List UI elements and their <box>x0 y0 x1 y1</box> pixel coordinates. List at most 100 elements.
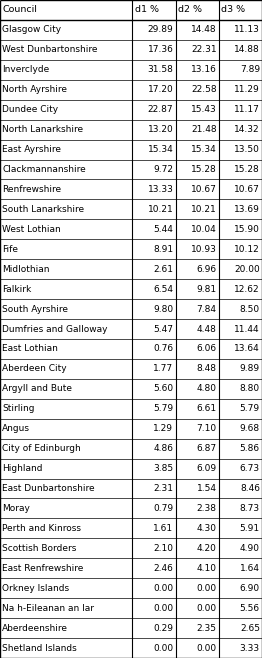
Text: South Lanarkshire: South Lanarkshire <box>2 205 84 214</box>
Text: 10.04: 10.04 <box>191 225 217 234</box>
Text: 1.54: 1.54 <box>197 484 217 493</box>
Text: Scottish Borders: Scottish Borders <box>2 544 77 553</box>
Text: 6.61: 6.61 <box>196 404 217 413</box>
Text: 10.67: 10.67 <box>234 185 260 194</box>
Text: 0.79: 0.79 <box>153 504 173 513</box>
Text: 13.50: 13.50 <box>234 145 260 154</box>
Text: 0.00: 0.00 <box>196 644 217 653</box>
Text: 0.29: 0.29 <box>154 624 173 632</box>
Text: 22.87: 22.87 <box>148 105 173 114</box>
Text: Inverclyde: Inverclyde <box>2 65 49 74</box>
Text: 2.61: 2.61 <box>154 265 173 274</box>
Text: 1.61: 1.61 <box>153 524 173 533</box>
Text: Aberdeen City: Aberdeen City <box>2 365 67 373</box>
Text: South Ayrshire: South Ayrshire <box>2 305 68 314</box>
Text: 13.69: 13.69 <box>234 205 260 214</box>
Text: 9.68: 9.68 <box>240 424 260 433</box>
Text: 21.48: 21.48 <box>191 125 217 134</box>
Text: Dundee City: Dundee City <box>2 105 58 114</box>
Text: Perth and Kinross: Perth and Kinross <box>2 524 81 533</box>
Text: 7.84: 7.84 <box>197 305 217 314</box>
Text: Stirling: Stirling <box>2 404 35 413</box>
Text: 10.21: 10.21 <box>191 205 217 214</box>
Text: 6.96: 6.96 <box>196 265 217 274</box>
Text: 13.20: 13.20 <box>148 125 173 134</box>
Text: 9.72: 9.72 <box>154 165 173 174</box>
Text: East Lothian: East Lothian <box>2 344 58 353</box>
Text: 17.20: 17.20 <box>148 86 173 94</box>
Text: 1.29: 1.29 <box>154 424 173 433</box>
Text: Glasgow City: Glasgow City <box>2 26 61 34</box>
Text: Dumfries and Galloway: Dumfries and Galloway <box>2 324 108 334</box>
Text: 1.77: 1.77 <box>153 365 173 373</box>
Text: 10.93: 10.93 <box>191 245 217 254</box>
Text: 15.34: 15.34 <box>148 145 173 154</box>
Text: 0.00: 0.00 <box>153 584 173 593</box>
Text: 15.34: 15.34 <box>191 145 217 154</box>
Text: Highland: Highland <box>2 464 43 473</box>
Text: 22.31: 22.31 <box>191 45 217 55</box>
Text: 8.48: 8.48 <box>197 365 217 373</box>
Text: 4.90: 4.90 <box>240 544 260 553</box>
Text: Fife: Fife <box>2 245 18 254</box>
Text: d3 %: d3 % <box>221 5 245 14</box>
Text: East Ayrshire: East Ayrshire <box>2 145 61 154</box>
Text: 2.65: 2.65 <box>240 624 260 632</box>
Text: Shetland Islands: Shetland Islands <box>2 644 77 653</box>
Text: 13.64: 13.64 <box>234 344 260 353</box>
Text: 8.73: 8.73 <box>240 504 260 513</box>
Text: 31.58: 31.58 <box>148 65 173 74</box>
Text: East Dunbartonshire: East Dunbartonshire <box>2 484 95 493</box>
Text: Midlothian: Midlothian <box>2 265 50 274</box>
Text: d1 %: d1 % <box>135 5 159 14</box>
Text: 3.33: 3.33 <box>240 644 260 653</box>
Text: 4.30: 4.30 <box>197 524 217 533</box>
Text: 2.35: 2.35 <box>197 624 217 632</box>
Text: 4.20: 4.20 <box>197 544 217 553</box>
Text: 8.50: 8.50 <box>240 305 260 314</box>
Text: 2.31: 2.31 <box>154 484 173 493</box>
Text: Aberdeenshire: Aberdeenshire <box>2 624 68 632</box>
Text: 15.28: 15.28 <box>191 165 217 174</box>
Text: 5.91: 5.91 <box>240 524 260 533</box>
Text: 3.85: 3.85 <box>153 464 173 473</box>
Text: 15.43: 15.43 <box>191 105 217 114</box>
Text: Moray: Moray <box>2 504 30 513</box>
Text: North Lanarkshire: North Lanarkshire <box>2 125 83 134</box>
Text: 0.00: 0.00 <box>153 603 173 613</box>
Text: 9.89: 9.89 <box>240 365 260 373</box>
Text: 11.17: 11.17 <box>234 105 260 114</box>
Text: 9.80: 9.80 <box>153 305 173 314</box>
Text: 4.80: 4.80 <box>197 384 217 393</box>
Text: 22.58: 22.58 <box>191 86 217 94</box>
Text: East Renfrewshire: East Renfrewshire <box>2 564 84 572</box>
Text: 6.54: 6.54 <box>154 285 173 293</box>
Text: 2.38: 2.38 <box>197 504 217 513</box>
Text: 0.00: 0.00 <box>196 603 217 613</box>
Text: 1.64: 1.64 <box>240 564 260 572</box>
Text: 14.32: 14.32 <box>234 125 260 134</box>
Text: 17.36: 17.36 <box>148 45 173 55</box>
Text: 5.79: 5.79 <box>153 404 173 413</box>
Text: Falkirk: Falkirk <box>2 285 31 293</box>
Text: 10.21: 10.21 <box>148 205 173 214</box>
Text: 10.67: 10.67 <box>191 185 217 194</box>
Text: Orkney Islands: Orkney Islands <box>2 584 69 593</box>
Text: 13.33: 13.33 <box>148 185 173 194</box>
Text: Angus: Angus <box>2 424 30 433</box>
Text: 5.79: 5.79 <box>240 404 260 413</box>
Text: 15.28: 15.28 <box>234 165 260 174</box>
Text: Council: Council <box>2 5 37 14</box>
Text: 11.13: 11.13 <box>234 26 260 34</box>
Text: 4.48: 4.48 <box>197 324 217 334</box>
Text: 14.48: 14.48 <box>191 26 217 34</box>
Text: 10.12: 10.12 <box>234 245 260 254</box>
Text: North Ayrshire: North Ayrshire <box>2 86 67 94</box>
Text: 9.81: 9.81 <box>196 285 217 293</box>
Text: West Lothian: West Lothian <box>2 225 61 234</box>
Text: 5.47: 5.47 <box>154 324 173 334</box>
Text: West Dunbartonshire: West Dunbartonshire <box>2 45 98 55</box>
Text: 11.29: 11.29 <box>234 86 260 94</box>
Text: 11.44: 11.44 <box>234 324 260 334</box>
Text: 6.06: 6.06 <box>196 344 217 353</box>
